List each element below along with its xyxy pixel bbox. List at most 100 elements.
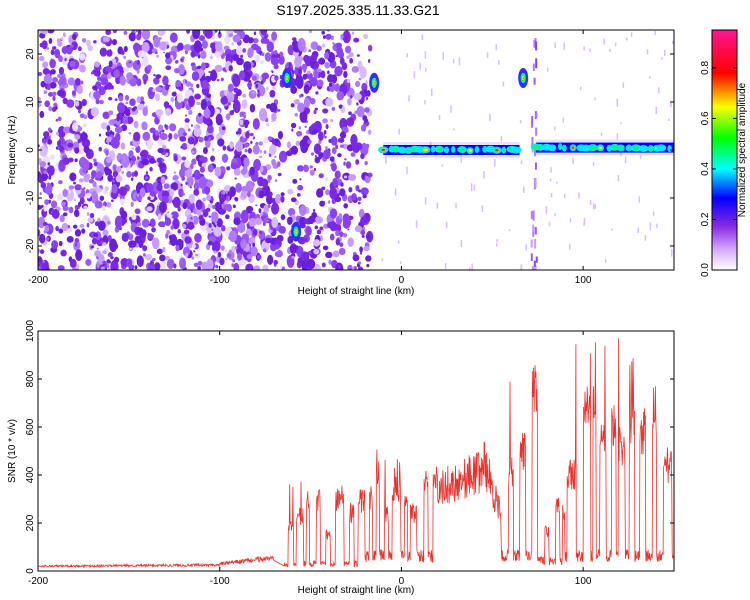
snr-ytick-label: 200	[25, 514, 36, 531]
spectrogram-noise-cell	[322, 201, 325, 204]
spectrogram-noise-cell	[68, 190, 72, 194]
spectrogram-noise-cell	[111, 199, 114, 203]
spectrogram-noise-cell	[243, 119, 250, 126]
spectrogram-noise-cell	[193, 127, 202, 137]
spectrogram-noise-cell	[267, 254, 274, 265]
spectrogram-noise-streak	[495, 243, 498, 247]
spectrogram-noise-cell	[105, 131, 111, 137]
spectrogram-noise-cell	[360, 124, 367, 132]
spectrogram-noise-cell	[348, 111, 352, 116]
spectrogram-noise-cell	[149, 166, 153, 172]
spectrogram-noise-cell	[348, 187, 353, 193]
spectrogram-noise-streak	[622, 82, 625, 88]
spectrogram-noise-cell	[93, 90, 101, 100]
spectrogram-noise-cell	[206, 93, 212, 99]
spectrogram-noise-cell	[59, 76, 67, 86]
spectrogram-noise-cell	[318, 173, 324, 179]
carrier-core	[430, 145, 436, 153]
spectrogram-noise-cell	[360, 251, 363, 255]
spectrogram-noise-cell	[221, 190, 226, 195]
spectrogram-noise-cell	[360, 187, 369, 196]
spectrogram-noise-cell	[323, 130, 327, 135]
spectrogram-noise-streak	[424, 51, 427, 59]
spectrogram-noise-cell	[320, 70, 326, 79]
spectrogram-noise-cell	[263, 150, 267, 154]
spectrogram-noise-cell	[123, 56, 127, 59]
spectrogram-noise-cell	[290, 103, 295, 108]
spectrogram-noise-streak	[481, 205, 484, 212]
spectrogram-noise-cell	[155, 86, 162, 92]
spectrogram-noise-cell	[291, 128, 294, 132]
spectrogram-noise-cell	[198, 176, 207, 190]
spectrogram-noise-cell	[119, 75, 126, 86]
spectrogram-noise-cell	[154, 116, 160, 125]
spectrogram-noise-cell	[237, 252, 242, 261]
spectrogram-noise-cell	[342, 232, 346, 236]
spectrogram-noise-cell	[278, 55, 285, 65]
spectrogram-noise-streak	[637, 227, 639, 233]
spectrogram-noise-cell	[73, 198, 77, 201]
spectrogram-noise-cell	[69, 44, 74, 48]
spectrogram-noise-cell	[86, 222, 90, 228]
spectrogram-noise-streak	[614, 42, 617, 47]
spectrogram-noise-cell	[229, 186, 237, 197]
spectrogram-noise-cell	[149, 92, 152, 95]
spectrogram-noise-streak	[603, 38, 605, 45]
spectrogram-noise-cell	[82, 159, 90, 172]
spectrogram-noise-cell	[189, 131, 193, 137]
spectrogram-noise-cell	[93, 232, 99, 238]
spectrogram-noise-cell	[129, 247, 132, 251]
spectrogram-noise-cell	[98, 99, 104, 105]
spectrogram-noise-cell	[86, 174, 91, 180]
spectrogram-noise-cell	[356, 54, 360, 57]
spectrogram-noise-cell	[49, 81, 57, 89]
carrier-core	[468, 149, 472, 153]
spectrogram-noise-cell	[232, 204, 236, 209]
spectrogram-noise-cell	[243, 114, 246, 119]
carrier-peak	[381, 148, 386, 152]
spectrogram-noise-cell	[68, 206, 74, 214]
spectrogram-noise-streak	[670, 102, 672, 108]
spectrogram-noise-cell	[100, 122, 108, 130]
spectrogram-noise-cell	[87, 217, 94, 223]
spectrogram-noise-cell	[212, 35, 215, 40]
spectrogram-noise-cell	[56, 193, 64, 201]
spectrogram-noise-cell	[278, 150, 288, 163]
spectrogram-noise-cell	[59, 214, 65, 223]
spectrogram-noise-streak	[534, 226, 537, 235]
spectrogram-noise-cell	[248, 250, 252, 254]
spectrogram-noise-cell	[201, 166, 205, 172]
spectrogram-noise-cell	[157, 124, 164, 132]
spectrogram-noise-cell	[252, 136, 255, 140]
spectrogram-noise-cell	[185, 81, 192, 87]
carrier-core	[458, 147, 466, 152]
spectrogram-noise-cell	[192, 30, 201, 40]
spectrogram-noise-streak	[535, 265, 537, 270]
spectrogram-noise-cell	[151, 258, 156, 262]
spectrogram-noise-streak	[663, 49, 666, 57]
spectrogram-noise-cell	[189, 186, 192, 189]
spectrogram-noise-cell	[190, 50, 196, 58]
spectrogram-noise-streak	[486, 52, 489, 58]
spectrogram-noise-cell	[291, 255, 295, 259]
spectrogram-noise-cell	[234, 196, 239, 201]
spectrogram-noise-cell	[126, 79, 129, 82]
spectrogram-noise-cell	[310, 63, 314, 69]
spectrogram-noise-streak	[489, 113, 491, 122]
spectrogram-noise-cell	[105, 150, 109, 157]
spectrogram-noise-cell	[191, 256, 195, 260]
spectrogram-noise-cell	[55, 168, 58, 171]
spectrogram-noise-streak	[594, 97, 596, 101]
spectrogram-noise-cell	[169, 123, 177, 132]
spectrogram-noise-cell	[129, 98, 136, 107]
spectrogram-noise-cell	[51, 240, 59, 250]
spectrogram-noise-cell	[262, 248, 267, 253]
spectrogram-noise-cell	[102, 260, 107, 265]
spectrogram-noise-cell	[357, 266, 364, 270]
spectrogram-noise-cell	[232, 53, 239, 61]
spectrogram-noise-cell	[251, 75, 258, 81]
spectrogram-noise-cell	[121, 153, 128, 159]
spectrogram-noise-cell	[214, 201, 222, 212]
spectrogram-noise-cell	[163, 183, 170, 189]
